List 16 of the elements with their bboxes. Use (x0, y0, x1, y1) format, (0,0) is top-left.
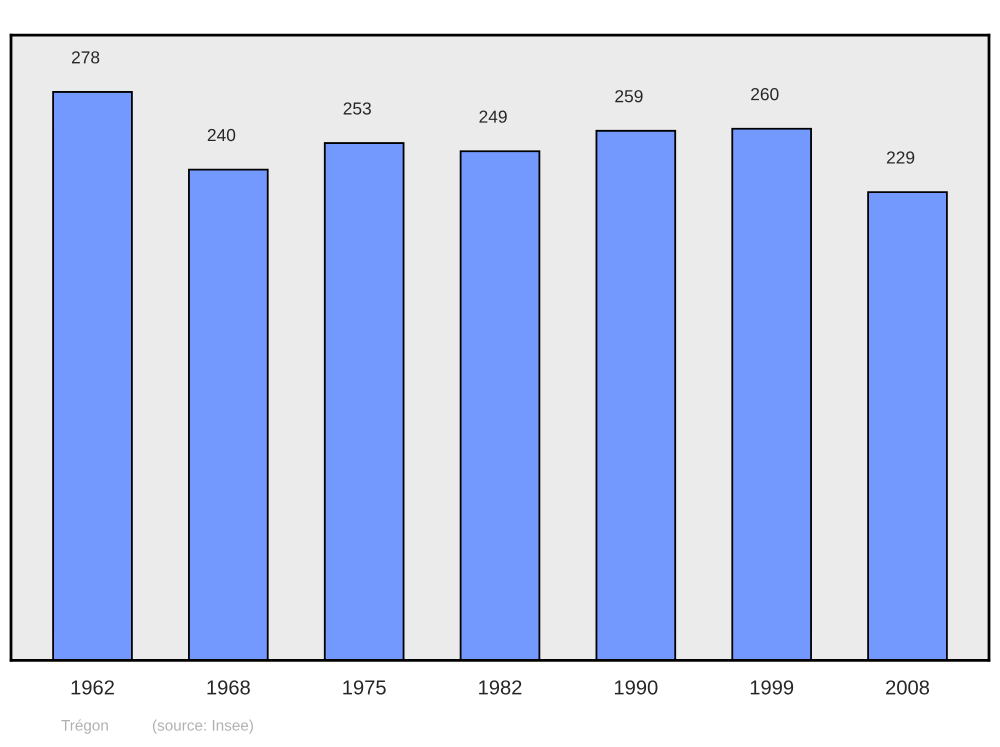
data-label: 260 (751, 88, 779, 100)
data-label: 240 (208, 128, 236, 142)
text: Trégon (61, 719, 108, 734)
x-tick-label: 1962 (72, 680, 114, 695)
text: (source: Insee) (152, 719, 253, 734)
x-tick-label: 1990 (614, 680, 658, 695)
x-tick-label: 1975 (343, 680, 386, 695)
x-tick-label: 1999 (750, 680, 794, 695)
data-label: 278 (72, 51, 100, 64)
x-tick-label: 1968 (207, 680, 250, 695)
x-tick-label: 2008 (886, 680, 930, 695)
data-label: 229 (886, 151, 914, 164)
data-label: 249 (479, 110, 507, 123)
data-label: 253 (344, 102, 371, 115)
x-tick-label: 1982 (479, 680, 522, 695)
data-label: 259 (615, 90, 643, 102)
